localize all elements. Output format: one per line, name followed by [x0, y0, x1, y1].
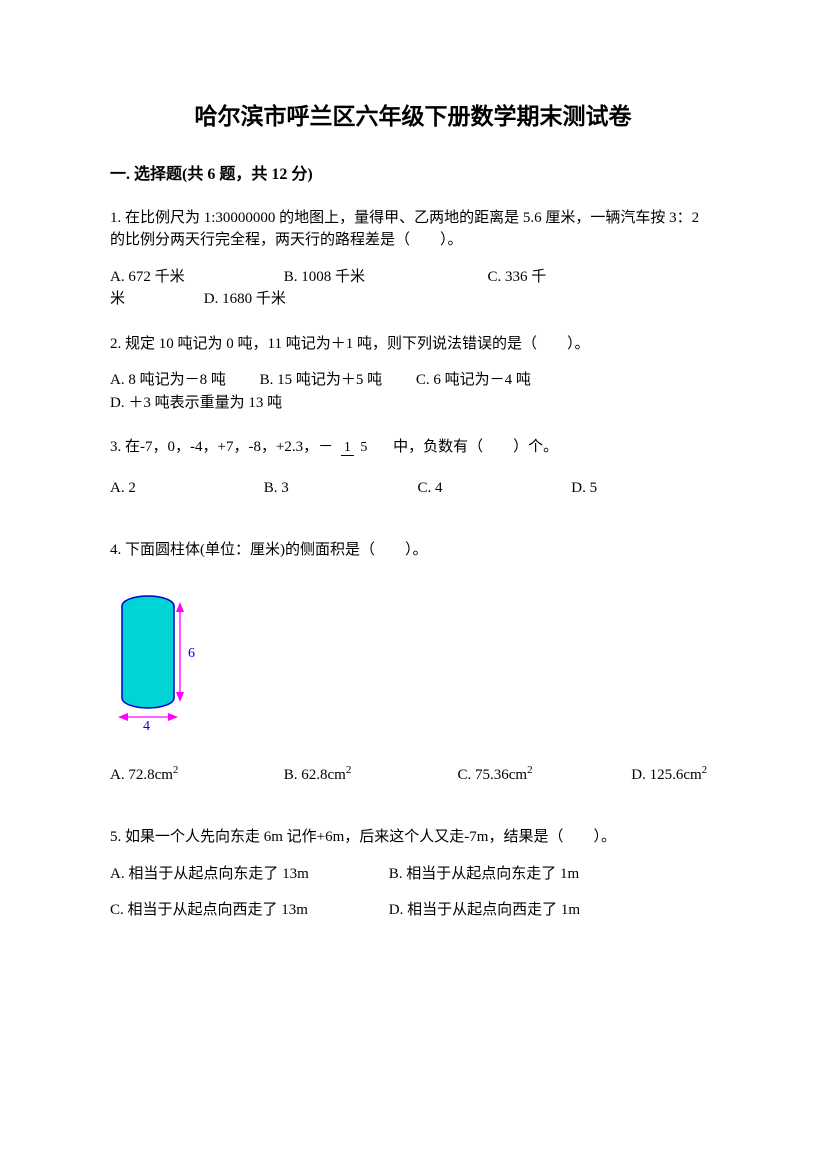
q4-opt-c: C. 75.36cm2 — [458, 762, 628, 787]
q1-options: A. 672 千米 B. 1008 千米 C. 336 千 米 D. 1680 … — [110, 266, 716, 311]
q3-opt-b: B. 3 — [264, 477, 414, 500]
q4-text: 4. 下面圆柱体(单位：厘米)的侧面积是（ ）。 — [110, 539, 716, 562]
q3-pre: 3. 在-7，0，-4，+7，-8，+2.3，－ — [110, 439, 333, 455]
cylinder-figure: 6 4 — [110, 582, 716, 732]
q4-opt-d: D. 125.6cm2 — [631, 762, 707, 787]
cylinder-svg: 6 4 — [110, 582, 220, 732]
q5-opt-d: D. 相当于从起点向西走了 1m — [389, 899, 580, 922]
q2-opt-b: B. 15 吨记为＋5 吨 — [260, 369, 383, 392]
q1-opt-d: D. 1680 千米 — [204, 288, 286, 311]
q5-options: A. 相当于从起点向东走了 13m B. 相当于从起点向东走了 1m C. 相当… — [110, 863, 716, 922]
question-4: 4. 下面圆柱体(单位：厘米)的侧面积是（ ）。 6 4 A. 72.8cm2 … — [110, 539, 716, 786]
q5-text: 5. 如果一个人先向东走 6m 记作+6m，后来这个人又走-7m，结果是（ ）。 — [110, 826, 716, 849]
q3-frac-num: 1 — [341, 440, 354, 456]
q3-options: A. 2 B. 3 C. 4 D. 5 — [110, 477, 716, 500]
q3-opt-d: D. 5 — [571, 477, 597, 500]
q2-opt-c: C. 6 吨记为－4 吨 — [416, 369, 531, 392]
q1-text: 1. 在比例尺为 1:30000000 的地图上，量得甲、乙两地的距离是 5.6… — [110, 207, 716, 252]
q3-opt-c: C. 4 — [418, 477, 568, 500]
q5-opt-a: A. 相当于从起点向东走了 13m — [110, 863, 385, 886]
page-title: 哈尔滨市呼兰区六年级下册数学期末测试卷 — [110, 100, 716, 135]
q5-opt-b: B. 相当于从起点向东走了 1m — [389, 863, 579, 886]
height-label: 6 — [188, 646, 195, 661]
q1-opt-c-rest: 米 — [110, 291, 200, 307]
section-header: 一. 选择题(共 6 题，共 12 分) — [110, 163, 716, 187]
q5-opt-c: C. 相当于从起点向西走了 13m — [110, 899, 385, 922]
q1-opt-b: B. 1008 千米 — [284, 266, 484, 289]
q1-opt-a: A. 672 千米 — [110, 266, 280, 289]
q2-text: 2. 规定 10 吨记为 0 吨，11 吨记为＋1 吨，则下列说法错误的是（ ）… — [110, 333, 716, 356]
q3-frac-den: 5 — [357, 440, 370, 455]
q4-options: A. 72.8cm2 B. 62.8cm2 C. 75.36cm2 D. 125… — [110, 762, 716, 787]
q3-fraction: 1 5 — [341, 437, 371, 458]
q3-post: 中，负数有（ ）个。 — [378, 439, 558, 455]
q3-opt-a: A. 2 — [110, 477, 260, 500]
question-2: 2. 规定 10 吨记为 0 吨，11 吨记为＋1 吨，则下列说法错误的是（ ）… — [110, 333, 716, 415]
q2-opt-a: A. 8 吨记为－8 吨 — [110, 369, 226, 392]
question-1: 1. 在比例尺为 1:30000000 的地图上，量得甲、乙两地的距离是 5.6… — [110, 207, 716, 311]
q4-opt-b: B. 62.8cm2 — [284, 762, 454, 787]
q1-opt-c-part: C. 336 千 — [488, 266, 688, 289]
question-5: 5. 如果一个人先向东走 6m 记作+6m，后来这个人又走-7m，结果是（ ）。… — [110, 826, 716, 922]
q2-options: A. 8 吨记为－8 吨 B. 15 吨记为＋5 吨 C. 6 吨记为－4 吨 … — [110, 369, 716, 414]
width-label: 4 — [143, 719, 150, 732]
q3-text: 3. 在-7，0，-4，+7，-8，+2.3，－ 1 5 中，负数有（ ）个。 — [110, 436, 716, 459]
question-3: 3. 在-7，0，-4，+7，-8，+2.3，－ 1 5 中，负数有（ ）个。 … — [110, 436, 716, 499]
q2-opt-d: D. ＋3 吨表示重量为 13 吨 — [110, 392, 282, 415]
q4-opt-a: A. 72.8cm2 — [110, 762, 280, 787]
